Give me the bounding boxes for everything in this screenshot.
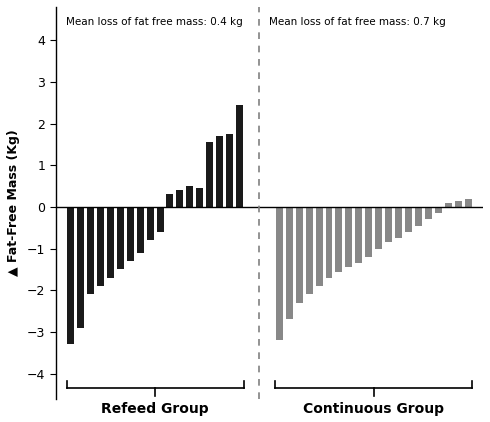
Bar xyxy=(206,142,213,207)
Text: Mean loss of fat free mass: 0.4 kg: Mean loss of fat free mass: 0.4 kg xyxy=(66,17,243,27)
Bar xyxy=(196,188,203,207)
Bar xyxy=(336,207,343,271)
Bar xyxy=(97,207,104,286)
Bar xyxy=(137,207,144,253)
Text: Refeed Group: Refeed Group xyxy=(101,402,209,416)
Bar xyxy=(127,207,134,261)
Bar xyxy=(455,201,462,207)
Bar xyxy=(67,207,74,344)
Bar xyxy=(295,207,303,303)
Bar xyxy=(316,207,322,286)
Text: Mean loss of fat free mass: 0.7 kg: Mean loss of fat free mass: 0.7 kg xyxy=(270,17,446,27)
Bar xyxy=(435,207,442,213)
Bar xyxy=(176,190,183,207)
Y-axis label: ▲ Fat-Free Mass (Kg): ▲ Fat-Free Mass (Kg) xyxy=(7,130,20,276)
Bar xyxy=(167,195,173,207)
Bar xyxy=(107,207,114,278)
Bar xyxy=(465,199,472,207)
Bar xyxy=(395,207,402,238)
Bar xyxy=(226,134,233,207)
Bar xyxy=(375,207,382,249)
Bar xyxy=(355,207,362,263)
Bar xyxy=(117,207,124,270)
Bar xyxy=(157,207,164,232)
Bar xyxy=(365,207,372,257)
Bar xyxy=(415,207,422,226)
Bar xyxy=(425,207,432,219)
Bar xyxy=(306,207,313,295)
Bar xyxy=(286,207,293,319)
Bar xyxy=(216,136,223,207)
Bar xyxy=(276,207,283,340)
Bar xyxy=(236,105,243,207)
Bar xyxy=(345,207,352,268)
Bar xyxy=(385,207,392,242)
Bar xyxy=(445,203,452,207)
Bar xyxy=(77,207,84,328)
Bar xyxy=(147,207,153,240)
Bar xyxy=(87,207,94,295)
Text: Continuous Group: Continuous Group xyxy=(303,402,444,416)
Bar xyxy=(405,207,412,232)
Bar xyxy=(186,186,194,207)
Bar xyxy=(325,207,333,278)
